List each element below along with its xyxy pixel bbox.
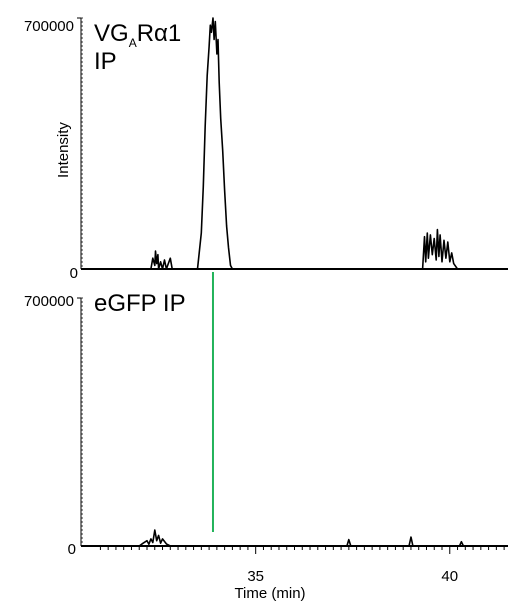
panel-vgar-ip: VGARα1 IP 700000 0 [24,18,181,282]
peak-trace-1-1 [346,538,352,547]
y-tick-label-zero-top: 0 [70,265,78,282]
x-tick-label-35: 35 [247,568,264,585]
peak-trace-1-0 [138,529,171,547]
panel-label-egfp: eGFP IP [94,290,186,317]
panel-label-vg: VG [94,20,129,47]
y-axis-title: Intensity [55,122,72,178]
panel-label-subscript-a: A [129,36,137,50]
peak-trace-0-2 [421,228,459,270]
y-tick-label-max-top: 700000 [24,18,74,35]
panel-label-vgar: VGARα1 [94,20,181,50]
peak-trace-0-0 [150,250,173,270]
chart-marks [77,17,508,554]
panel-label-ip: IP [94,48,117,75]
peak-trace-0-1 [196,17,234,270]
y-tick-label-zero-bottom: 0 [68,541,76,558]
panel-egfp-ip: eGFP IP 700000 0 [24,290,186,558]
peak-trace-1-3 [458,540,465,547]
peak-trace-1-2 [408,536,414,547]
y-tick-label-max-bottom: 700000 [24,293,74,310]
x-tick-label-40: 40 [441,568,458,585]
x-axis-title: Time (min) [234,585,305,602]
panel-label-r-alpha1: Rα1 [137,20,182,47]
